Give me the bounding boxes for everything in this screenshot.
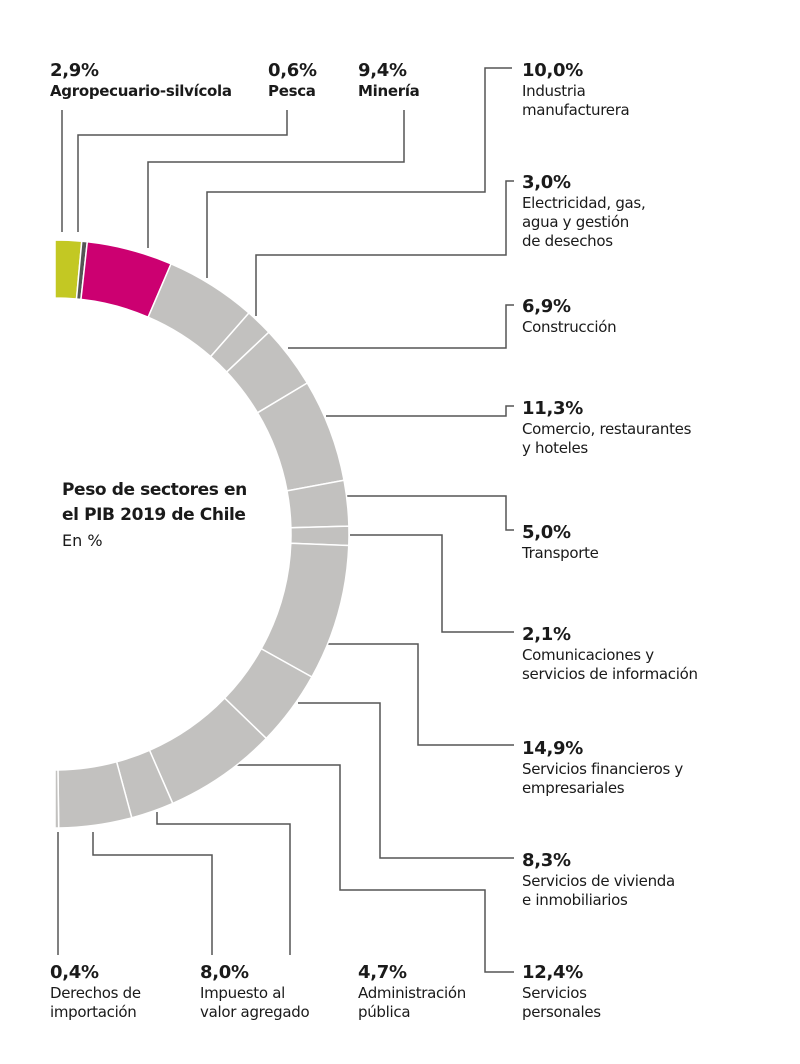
leader-line-6 xyxy=(326,405,514,417)
data-label-value: 10,0% xyxy=(522,60,583,81)
slices xyxy=(54,239,350,829)
data-label-value: 9,4% xyxy=(358,60,407,81)
leader-line-1 xyxy=(77,110,288,232)
slice-14 xyxy=(54,769,60,829)
data-label-name: Servicios de vivienda e inmobiliarios xyxy=(522,872,675,909)
data-label-name: Comunicaciones y servicios de informació… xyxy=(522,646,698,683)
data-label-value: 11,3% xyxy=(522,398,583,419)
data-label-1: 0,6% Pesca xyxy=(268,60,317,101)
data-label-name: Construcción xyxy=(522,318,617,336)
data-label-name: Pesca xyxy=(268,82,316,100)
data-label-0: 2,9% Agropecuario-silvícola xyxy=(50,60,232,101)
data-label-value: 0,4% xyxy=(50,962,99,983)
leader-line-7 xyxy=(347,495,514,531)
leader-line-8 xyxy=(350,534,514,633)
data-label-5: 6,9% Construcción xyxy=(522,296,617,337)
data-label-value: 14,9% xyxy=(522,738,583,759)
data-label-name: Derechos de importación xyxy=(50,984,141,1021)
chart-title: Peso de sectores en el PIB 2019 de Chile xyxy=(62,480,247,525)
data-label-10: 8,3% Servicios de vivienda e inmobiliario… xyxy=(522,850,675,910)
data-label-value: 4,7% xyxy=(358,962,407,983)
data-label-14: 0,4% Derechos de importación xyxy=(50,962,141,1022)
data-label-3: 10,0% Industria manufacturera xyxy=(522,60,630,120)
data-label-11: 12,4% Servicios personales xyxy=(522,962,601,1022)
slice-8 xyxy=(290,525,350,547)
data-label-name: Industria manufacturera xyxy=(522,82,630,119)
leader-line-4 xyxy=(255,180,514,316)
data-label-12: 4,7% Administración pública xyxy=(358,962,466,1022)
data-label-13: 8,0% Impuesto al valor agregado xyxy=(200,962,310,1022)
leader-line-12 xyxy=(156,812,291,955)
leader-line-10 xyxy=(298,702,514,859)
data-label-value: 12,4% xyxy=(522,962,583,983)
leader-lines xyxy=(57,67,514,973)
leader-line-11 xyxy=(236,764,514,973)
data-label-value: 2,1% xyxy=(522,624,571,645)
leader-line-5 xyxy=(288,304,514,349)
chart-subtitle: En % xyxy=(62,531,103,550)
leader-line-9 xyxy=(328,643,514,746)
data-label-name: Transporte xyxy=(522,544,599,562)
leader-line-2 xyxy=(147,110,405,248)
data-label-8: 2,1% Comunicaciones y servicios de inform… xyxy=(522,624,698,684)
data-label-name: Servicios personales xyxy=(522,984,601,1021)
leader-line-13 xyxy=(92,832,213,955)
data-label-value: 8,3% xyxy=(522,850,571,871)
data-label-name: Electricidad, gas, agua y gestión de des… xyxy=(522,194,646,250)
data-label-value: 3,0% xyxy=(522,172,571,193)
data-label-value: 5,0% xyxy=(522,522,571,543)
data-label-name: Agropecuario-silvícola xyxy=(50,82,232,100)
data-label-7: 5,0% Transporte xyxy=(522,522,599,563)
data-label-value: 2,9% xyxy=(50,60,99,81)
data-label-6: 11,3% Comercio, restaurantes y hoteles xyxy=(522,398,691,458)
data-label-name: Administración pública xyxy=(358,984,466,1021)
data-label-4: 3,0% Electricidad, gas, agua y gestión de… xyxy=(522,172,646,251)
data-label-value: 8,0% xyxy=(200,962,249,983)
data-label-value: 0,6% xyxy=(268,60,317,81)
data-label-name: Impuesto al valor agregado xyxy=(200,984,310,1021)
data-label-name: Minería xyxy=(358,82,420,100)
data-label-name: Servicios financieros y empresariales xyxy=(522,760,684,797)
data-label-value: 6,9% xyxy=(522,296,571,317)
data-label-9: 14,9% Servicios financieros y empresarial… xyxy=(522,738,683,798)
data-label-2: 9,4% Minería xyxy=(358,60,420,101)
data-label-name: Comercio, restaurantes y hoteles xyxy=(522,420,692,457)
leader-line-3 xyxy=(206,67,512,278)
